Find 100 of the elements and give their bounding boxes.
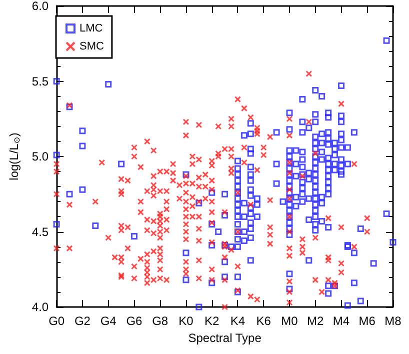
point bbox=[105, 81, 112, 88]
point bbox=[130, 144, 138, 151]
point bbox=[208, 189, 216, 196]
point bbox=[286, 232, 293, 238]
point bbox=[222, 190, 228, 198]
point bbox=[176, 182, 183, 188]
point bbox=[364, 228, 370, 235]
point bbox=[112, 254, 118, 261]
point bbox=[105, 234, 112, 242]
point bbox=[163, 168, 170, 175]
point bbox=[196, 213, 202, 220]
point bbox=[338, 162, 344, 169]
point bbox=[234, 244, 241, 250]
point bbox=[196, 183, 202, 190]
point bbox=[247, 120, 254, 127]
point bbox=[312, 183, 319, 190]
point bbox=[247, 201, 254, 208]
y-tick-label: 4.0 bbox=[32, 300, 49, 314]
point bbox=[338, 112, 344, 120]
point bbox=[208, 276, 216, 284]
point bbox=[383, 210, 390, 217]
point bbox=[196, 304, 202, 310]
point bbox=[318, 130, 326, 138]
point bbox=[247, 150, 254, 157]
point bbox=[208, 280, 216, 286]
x-tick-label: M8 bbox=[384, 314, 402, 328]
point bbox=[306, 70, 312, 77]
point bbox=[306, 176, 312, 182]
point bbox=[273, 180, 280, 187]
point bbox=[306, 118, 312, 126]
point bbox=[312, 146, 319, 152]
point bbox=[66, 201, 73, 208]
point bbox=[254, 213, 260, 220]
y-tick-label: 5.5 bbox=[32, 74, 49, 88]
point bbox=[234, 274, 241, 280]
point bbox=[234, 171, 241, 178]
point bbox=[286, 183, 293, 190]
point bbox=[338, 156, 344, 163]
point bbox=[222, 146, 228, 152]
point bbox=[286, 207, 293, 214]
point bbox=[338, 168, 344, 175]
point bbox=[266, 240, 274, 248]
point bbox=[130, 263, 138, 270]
point bbox=[325, 154, 332, 162]
point bbox=[208, 198, 216, 205]
point bbox=[286, 201, 293, 208]
point bbox=[325, 184, 332, 192]
point bbox=[286, 219, 293, 226]
point bbox=[130, 233, 138, 240]
point bbox=[325, 166, 332, 174]
point bbox=[189, 180, 196, 187]
point bbox=[370, 260, 377, 267]
point bbox=[325, 129, 332, 136]
point bbox=[137, 164, 144, 170]
point bbox=[240, 200, 248, 206]
point bbox=[247, 146, 254, 152]
point bbox=[332, 152, 338, 158]
point bbox=[150, 230, 157, 237]
x-tick-label: G0 bbox=[48, 314, 65, 328]
point bbox=[312, 153, 319, 160]
x-tick-label: K6 bbox=[256, 314, 272, 328]
point bbox=[163, 226, 170, 234]
point bbox=[98, 159, 106, 166]
point bbox=[325, 178, 332, 186]
point bbox=[247, 293, 254, 300]
point bbox=[196, 122, 202, 128]
point bbox=[325, 160, 332, 168]
point bbox=[350, 129, 358, 136]
point bbox=[222, 258, 228, 266]
point bbox=[202, 183, 209, 190]
point bbox=[222, 212, 228, 218]
point bbox=[240, 213, 248, 220]
point bbox=[247, 225, 254, 232]
point bbox=[332, 166, 338, 174]
point bbox=[222, 208, 228, 216]
point bbox=[247, 234, 254, 242]
point bbox=[312, 165, 319, 172]
point bbox=[163, 276, 170, 284]
point bbox=[332, 146, 338, 152]
point bbox=[150, 218, 157, 224]
x-tick-label: K4 bbox=[230, 314, 246, 328]
point bbox=[130, 275, 138, 282]
y-tick-label: 4.5 bbox=[32, 224, 49, 239]
point bbox=[240, 132, 248, 139]
point bbox=[222, 304, 228, 310]
point bbox=[325, 282, 332, 290]
x-tick-label: M0 bbox=[281, 314, 298, 328]
point bbox=[325, 257, 332, 264]
point bbox=[254, 128, 260, 134]
point bbox=[318, 148, 326, 156]
point bbox=[247, 164, 254, 170]
point bbox=[137, 256, 144, 262]
point bbox=[208, 186, 216, 193]
point bbox=[137, 208, 144, 216]
point bbox=[350, 244, 358, 250]
point bbox=[292, 194, 300, 200]
point bbox=[266, 134, 274, 140]
point bbox=[196, 225, 202, 232]
point bbox=[338, 269, 344, 276]
point bbox=[144, 216, 150, 223]
